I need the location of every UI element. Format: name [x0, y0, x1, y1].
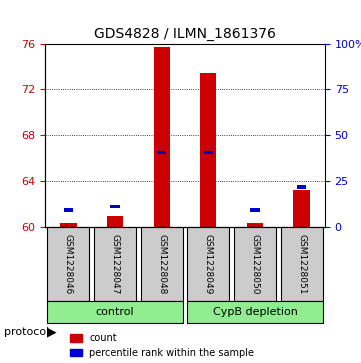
FancyBboxPatch shape: [187, 301, 323, 323]
FancyBboxPatch shape: [280, 227, 323, 301]
Bar: [247, 223, 263, 227]
Title: GDS4828 / ILMN_1861376: GDS4828 / ILMN_1861376: [94, 27, 276, 41]
Text: CypB depletion: CypB depletion: [213, 307, 297, 317]
FancyBboxPatch shape: [47, 301, 183, 323]
Bar: [297, 185, 306, 189]
Bar: [60, 223, 77, 227]
Legend: count, percentile rank within the sample: count, percentile rank within the sample: [70, 333, 254, 358]
Text: ▶: ▶: [47, 326, 57, 339]
Text: GSM1228050: GSM1228050: [251, 234, 260, 294]
FancyBboxPatch shape: [187, 227, 229, 301]
FancyBboxPatch shape: [47, 227, 90, 301]
Bar: [107, 216, 123, 227]
Bar: [110, 205, 120, 208]
Bar: [153, 47, 170, 227]
FancyBboxPatch shape: [94, 227, 136, 301]
FancyBboxPatch shape: [141, 227, 183, 301]
Text: GSM1228048: GSM1228048: [157, 234, 166, 294]
Bar: [200, 73, 217, 227]
Text: control: control: [96, 307, 134, 317]
Text: GSM1228051: GSM1228051: [297, 234, 306, 294]
Bar: [204, 151, 213, 154]
Bar: [64, 208, 73, 212]
Bar: [157, 151, 166, 154]
Text: protocol: protocol: [4, 327, 49, 337]
Bar: [250, 208, 260, 212]
Text: GSM1228049: GSM1228049: [204, 234, 213, 294]
Bar: [293, 191, 310, 227]
Text: GSM1228046: GSM1228046: [64, 234, 73, 294]
FancyBboxPatch shape: [234, 227, 276, 301]
Text: GSM1228047: GSM1228047: [110, 234, 119, 294]
